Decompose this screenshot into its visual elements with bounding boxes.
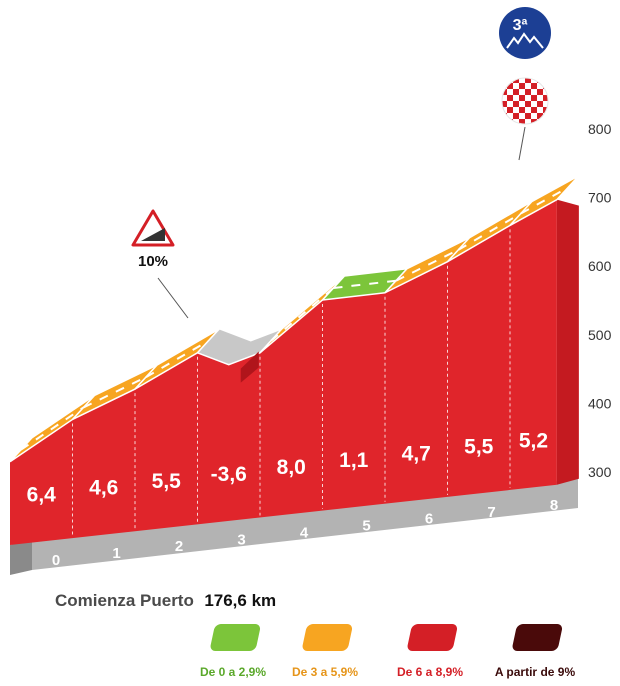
- checkered-flag-ring: [501, 77, 549, 125]
- legend-label: De 6 a 8,9%: [397, 665, 463, 679]
- legend-swatch: [407, 624, 458, 651]
- km-tick-label: 0: [52, 552, 60, 569]
- km-tick-label: 7: [487, 504, 495, 521]
- band-centre-line: [270, 287, 335, 342]
- km-tick-label: 4: [300, 524, 309, 541]
- profile-layer: [10, 199, 579, 545]
- altitude-tick-label: 800: [588, 121, 612, 137]
- legend-label: A partir de 9%: [495, 665, 576, 679]
- profile-side-face: [556, 199, 579, 485]
- band-centre-line: [20, 406, 85, 451]
- km-tick-label: 8: [550, 497, 558, 514]
- legend-swatch: [210, 624, 261, 651]
- base-bar-side: [10, 540, 32, 575]
- km-tick-label: 3: [237, 531, 245, 548]
- segment-gradient-label: 4,6: [89, 477, 118, 500]
- km-label-layer: 0 1 2 3 4 5 6 7 8: [52, 497, 558, 569]
- category-circle: [499, 7, 551, 59]
- start-label: Comienza Puerto 176,6 km: [55, 591, 276, 610]
- segment-label-layer: 6,4 4,6 5,5 -3,6 8,0 1,1 4,7 5,5 5,2: [27, 429, 548, 506]
- gradient-band-layer: [9, 175, 580, 463]
- altitude-tick-label: 400: [588, 395, 612, 411]
- summit-pole: [518, 126, 526, 161]
- start-label-text: Comienza Puerto: [55, 591, 194, 610]
- start-label-value: 176,6 km: [204, 591, 276, 610]
- km-tick-label: 1: [112, 545, 120, 562]
- band-centre-line: [457, 212, 522, 251]
- category-label: 3ª: [513, 17, 528, 34]
- segment-gradient-label: -3,6: [211, 463, 247, 486]
- legend-label: De 3 a 5,9%: [292, 665, 358, 679]
- category-badge: 3ª: [499, 7, 551, 59]
- band-centre-line: [145, 339, 210, 378]
- altitude-tick-label: 500: [588, 327, 612, 343]
- mountain-icon: [506, 32, 544, 49]
- segment-gradient-label: 6,4: [27, 484, 57, 507]
- segment-gradient-label: 5,5: [152, 470, 182, 493]
- band-centre-line: [395, 248, 459, 282]
- descent-marker: [240, 351, 259, 383]
- checkered-flag-fill: [502, 78, 548, 124]
- band-centre-line: [520, 186, 569, 215]
- segment-gradient-label: 4,7: [402, 442, 431, 465]
- legend-label: De 0 a 2,9%: [200, 665, 266, 679]
- altitude-tick-label: 300: [588, 464, 612, 480]
- summit-finish-marker: [499, 75, 551, 161]
- segment-gradient-label: 5,2: [519, 429, 548, 452]
- max-grade-annotation: 10%: [131, 209, 189, 319]
- legend-swatch: [302, 624, 353, 651]
- warning-slope-icon: [141, 228, 165, 241]
- legend-swatch: [512, 624, 563, 651]
- km-tick-label: 2: [175, 538, 183, 555]
- km-tick-label: 6: [425, 511, 433, 528]
- segment-gradient-label: 5,5: [464, 435, 494, 458]
- base-bar: [32, 479, 578, 570]
- profile-face: [10, 199, 557, 545]
- max-grade-label: 10%: [138, 253, 168, 270]
- max-grade-leader-line: [157, 277, 189, 319]
- km-tick-label: 5: [362, 518, 370, 535]
- altitude-label-layer: 300 400 500 600 700 800: [588, 121, 612, 480]
- altitude-tick-label: 600: [588, 258, 612, 274]
- legend: De 0 a 2,9% De 3 a 5,9% De 6 a 8,9% A parti…: [200, 624, 575, 679]
- altitude-tick-label: 700: [588, 190, 612, 206]
- band-centre-line: [83, 376, 147, 409]
- segment-gradient-label: 8,0: [277, 456, 306, 479]
- segment-gradient-label: 1,1: [339, 449, 369, 472]
